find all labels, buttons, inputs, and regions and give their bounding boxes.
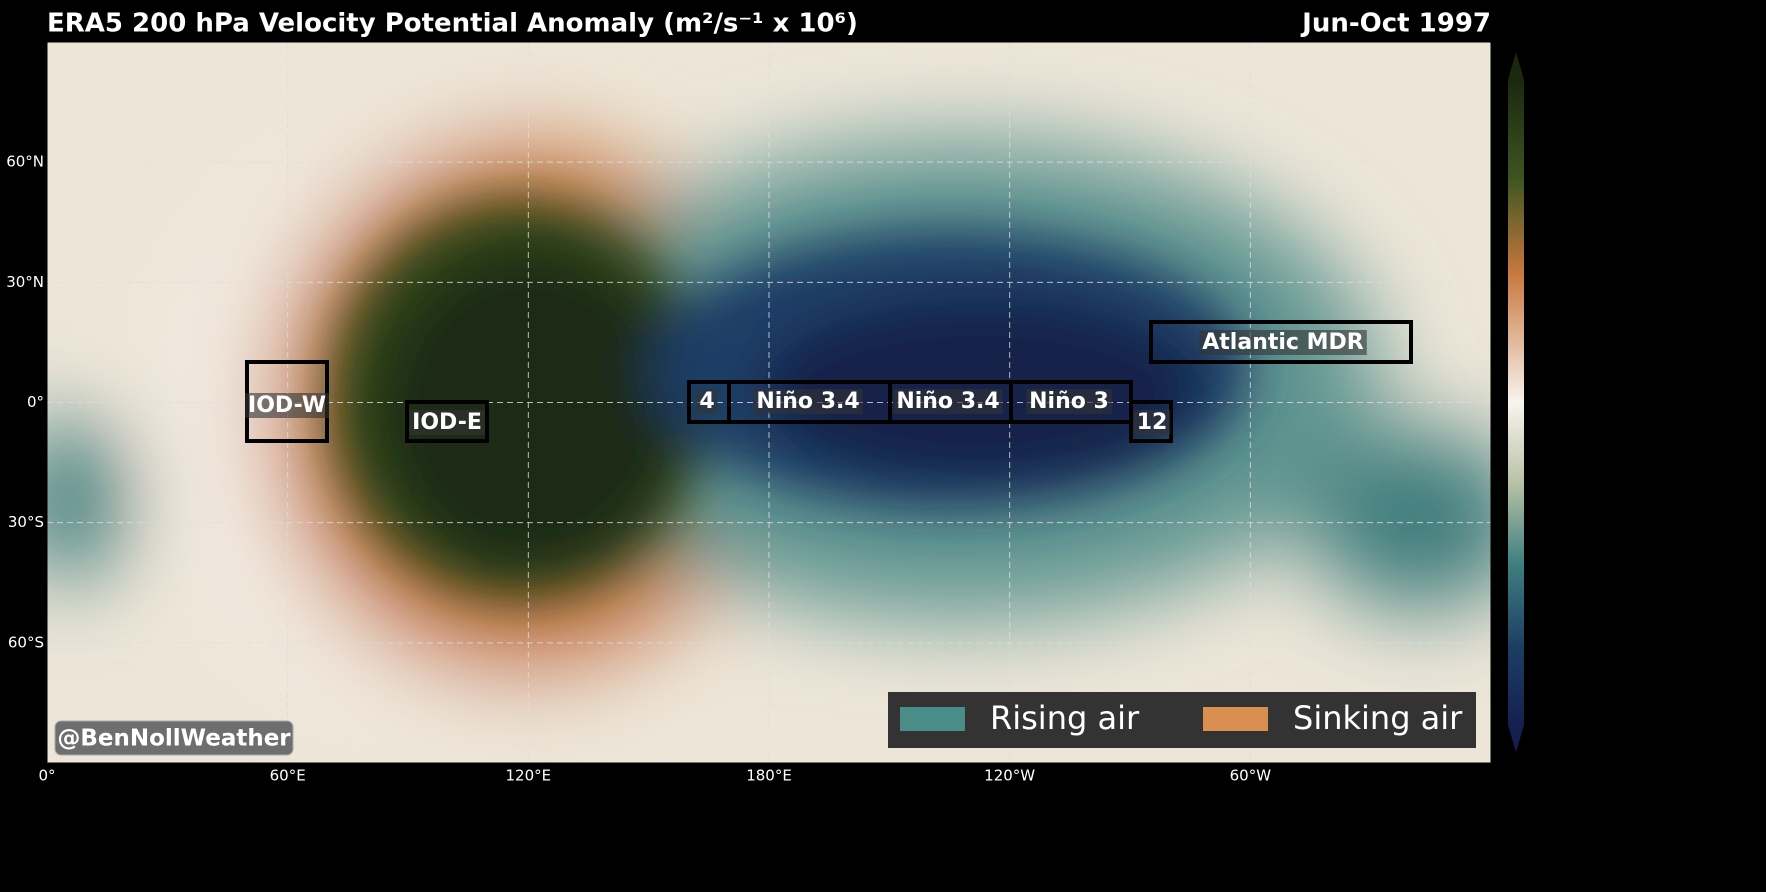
legend-label: Sinking air [1293, 699, 1463, 737]
legend-swatch [900, 707, 965, 731]
region-box [405, 400, 489, 443]
lon-label: 60°W [1230, 767, 1272, 785]
region-label: 12 [1137, 410, 1168, 435]
region-label-bg [1199, 330, 1367, 355]
legend-swatch [1203, 707, 1268, 731]
legend-box [888, 692, 1476, 748]
credit: @BenNollWeather [57, 726, 291, 752]
region-label: IOD-E [412, 410, 482, 435]
lon-label: 0° [38, 767, 55, 785]
region-label-bg [1133, 410, 1171, 435]
region-label-bg [753, 389, 863, 414]
lon-label: 180°E [746, 767, 792, 785]
region-box [1149, 320, 1413, 364]
region-label-bg [1026, 389, 1112, 414]
lon-label: 120°E [506, 767, 552, 785]
lon-label: 120°W [984, 767, 1035, 785]
region-label: Niño 3 [1029, 389, 1109, 414]
region-label-bg [893, 389, 1003, 414]
lat-label: 30°S [8, 513, 44, 531]
regions: IOD-W IOD-E 4 Niño 3.4 Niño 3.4 Niño 3 12 Atlan… [245, 320, 1413, 443]
legend: Rising air Sinking air [900, 699, 1463, 737]
region-label: 4 [699, 389, 714, 414]
region-label: IOD-W [248, 393, 326, 418]
region-label: Atlantic MDR [1202, 330, 1364, 355]
lat-label: 30°N [6, 273, 44, 291]
region-label: Niño 3.4 [756, 389, 859, 414]
region-label-bg [409, 410, 485, 435]
lon-label: 60°E [270, 767, 306, 785]
graticule [47, 42, 1491, 763]
credit-box [54, 720, 294, 756]
map-frame [46, 41, 1492, 764]
lat-label: 60°S [8, 633, 44, 651]
legend-label: Rising air [990, 699, 1140, 737]
lat-label: 0° [27, 393, 44, 411]
period: Jun-Oct 1997 [1300, 9, 1491, 39]
region-label-bg [245, 393, 329, 418]
lat-label: 60°N [6, 153, 44, 171]
region-label: Niño 3.4 [896, 389, 999, 414]
region-label-bg [696, 389, 718, 414]
colorbar [1508, 52, 1524, 752]
title: ERA5 200 hPa Velocity Potential Anomaly … [47, 9, 858, 39]
region-box [1129, 400, 1173, 443]
